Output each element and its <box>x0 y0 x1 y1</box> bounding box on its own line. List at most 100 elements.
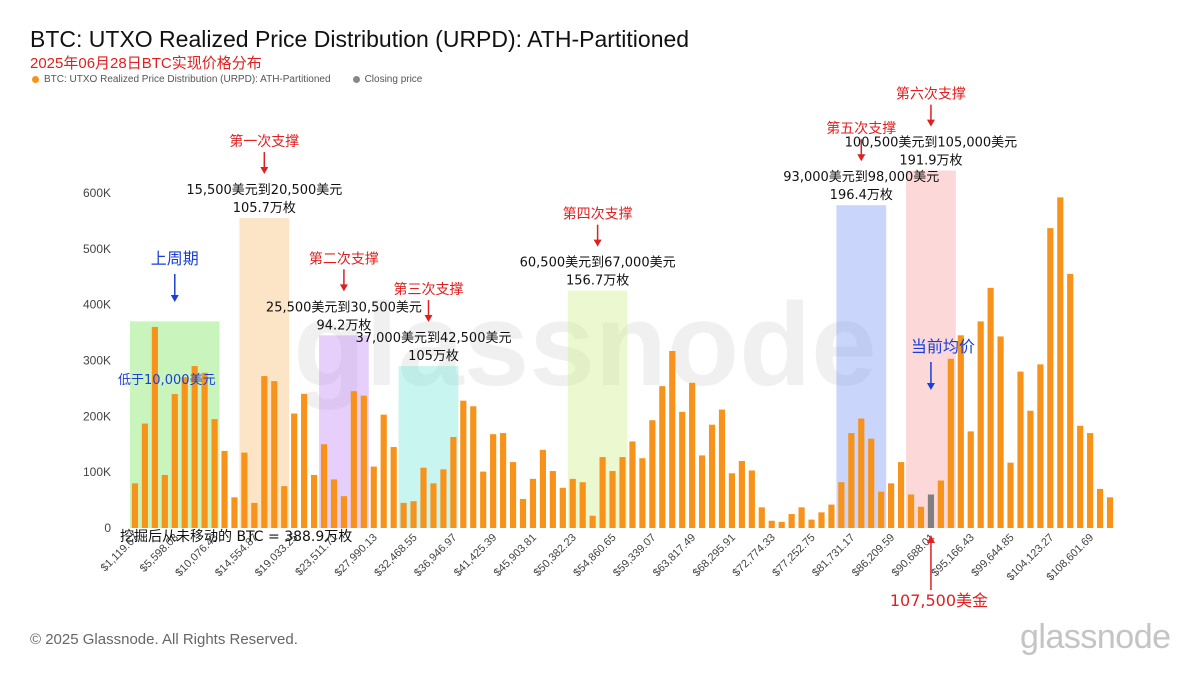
urpd-bar <box>659 386 666 528</box>
urpd-bar <box>1047 228 1054 529</box>
support-zone-5 <box>567 290 628 528</box>
urpd-bar <box>509 462 517 528</box>
support-title-6: 第五次支撑 <box>826 120 896 137</box>
current-avg-arrow-head <box>926 383 935 390</box>
support-title-5: 第四次支撑 <box>563 206 633 223</box>
y-tick-label: 600K <box>83 186 111 200</box>
urpd-bar <box>808 519 815 528</box>
urpd-bar <box>599 457 606 528</box>
urpd-bar <box>171 393 178 528</box>
urpd-bar <box>858 418 865 528</box>
urpd-bar <box>699 455 706 528</box>
urpd-bar <box>937 480 944 528</box>
urpd-bar <box>1007 462 1014 528</box>
urpd-bar <box>818 512 825 528</box>
urpd-bar <box>589 515 596 528</box>
support-title-2: 第一次支撑 <box>229 133 299 150</box>
urpd-bar <box>480 471 487 528</box>
urpd-bar <box>1027 410 1034 528</box>
current-avg-label: 当前均价 <box>911 337 975 356</box>
unmoved-btc-label: 挖掘后从未移动的 BTC = 388.9万枚 <box>120 529 352 545</box>
urpd-bar <box>390 447 397 528</box>
urpd-bar <box>828 504 835 528</box>
urpd-bar <box>748 470 755 528</box>
urpd-bar <box>878 491 885 528</box>
urpd-bar <box>848 433 855 528</box>
urpd-bar <box>579 482 586 528</box>
legend-label-urpd: BTC: UTXO Realized Price Distribution (U… <box>44 74 331 85</box>
urpd-bar <box>450 436 457 528</box>
urpd-bar <box>758 507 765 528</box>
urpd-bar <box>519 498 527 528</box>
urpd-bar <box>151 326 158 528</box>
urpd-bar <box>360 395 367 528</box>
y-tick-label: 200K <box>83 409 111 423</box>
urpd-bar <box>301 393 308 528</box>
urpd-bar <box>838 482 845 528</box>
urpd-bar <box>977 321 984 528</box>
chart-title: BTC: UTXO Realized Price Distribution (U… <box>30 26 690 52</box>
urpd-bar <box>440 469 447 528</box>
urpd-bar <box>291 413 298 528</box>
urpd-bar <box>997 336 1004 528</box>
y-tick-label: 100K <box>83 465 111 479</box>
urpd-bar <box>370 466 377 528</box>
urpd-bar <box>380 414 387 528</box>
urpd-bar <box>310 474 318 528</box>
urpd-bar <box>1106 497 1114 528</box>
urpd-bar <box>868 438 875 528</box>
urpd-bar <box>718 409 726 528</box>
urpd-bar <box>947 358 954 528</box>
urpd-bar <box>1096 488 1104 528</box>
support-zone-3 <box>319 335 369 528</box>
zone-title-previous-cycle: 上周期 <box>151 249 199 268</box>
urpd-bar <box>410 501 417 528</box>
zone-range-2: 15,500美元到20,500美元 <box>186 183 342 198</box>
chart-subtitle: 2025年06月28日BTC实现价格分布 <box>30 55 262 72</box>
y-tick-label: 400K <box>83 298 111 312</box>
support-title-7: 第六次支撑 <box>896 86 966 103</box>
urpd-bar <box>1067 273 1074 528</box>
zone-amount-3: 94.2万枚 <box>316 318 371 333</box>
urpd-bar <box>778 521 785 528</box>
urpd-bar <box>738 460 745 528</box>
urpd-bar <box>649 420 656 528</box>
urpd-bar <box>569 478 576 528</box>
urpd-bar <box>559 487 566 528</box>
support-arrow-4-head <box>424 315 433 323</box>
urpd-bar <box>221 450 228 528</box>
chart-watermark: glassnode <box>293 279 877 411</box>
legend-dot-closing-icon <box>352 76 360 83</box>
legend-item-closing-price[interactable]: Closing price <box>352 74 422 85</box>
urpd-bar <box>500 433 507 528</box>
urpd-bar <box>161 474 168 528</box>
urpd-bar <box>430 483 437 528</box>
urpd-bar <box>490 434 497 528</box>
legend-dot-urpd-icon <box>32 76 39 83</box>
urpd-bar <box>669 350 676 528</box>
support-zone-4 <box>398 366 459 528</box>
urpd-bar <box>420 467 427 528</box>
urpd-bar <box>201 372 208 528</box>
zone-amount-4: 105万枚 <box>408 349 459 364</box>
urpd-bar <box>340 496 347 528</box>
zone-range-4: 37,000美元到42,500美元 <box>355 331 511 346</box>
urpd-bar <box>708 424 716 528</box>
support-title-3: 第二次支撑 <box>309 250 379 267</box>
zone-amount-2: 105.7万枚 <box>233 201 296 216</box>
urpd-bar <box>539 449 546 528</box>
urpd-bar <box>1087 433 1094 528</box>
urpd-bar <box>629 441 636 528</box>
legend: BTC: UTXO Realized Price Distribution (U… <box>32 74 422 85</box>
zone-range-5: 60,500美元到67,000美元 <box>520 256 676 271</box>
urpd-bar <box>1057 197 1064 529</box>
support-arrow-5-head <box>593 239 602 247</box>
legend-item-urpd[interactable]: BTC: UTXO Realized Price Distribution (U… <box>32 74 331 85</box>
y-tick-label: 500K <box>83 242 111 256</box>
support-arrow-6-head <box>857 154 866 162</box>
zone-amount-6: 196.4万枚 <box>830 188 893 203</box>
urpd-bar <box>231 497 238 528</box>
support-arrow-2-head <box>260 167 269 175</box>
urpd-bar <box>768 520 775 528</box>
y-tick-label: 0 <box>104 521 111 535</box>
